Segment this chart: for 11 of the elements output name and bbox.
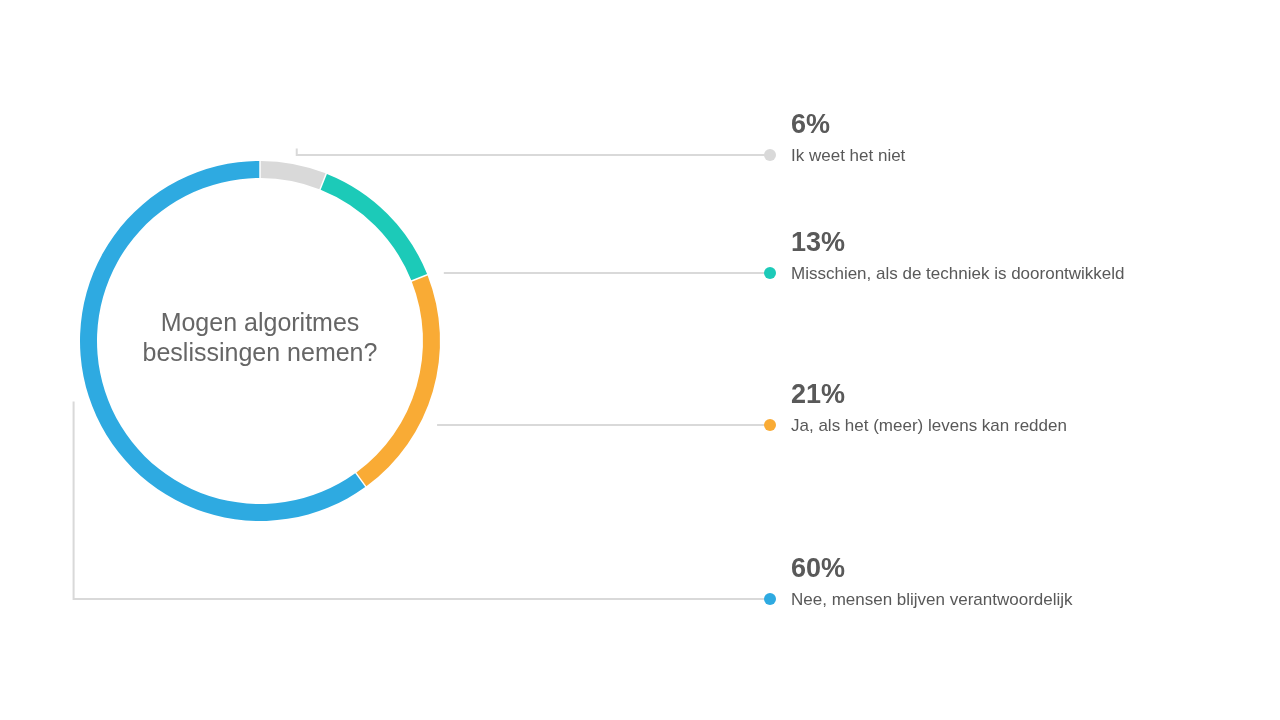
data-label: 13% (791, 227, 846, 257)
data-label: 6% (791, 109, 831, 139)
text: Mogen algoritmes beslissingen nemen? (142, 307, 378, 366)
legend-label: Ik weet het niet (791, 146, 906, 165)
donut-slice (260, 161, 326, 190)
legend-label: Misschien, als de techniek is doorontwikkeld (791, 264, 1125, 283)
data-label: 60% (791, 553, 846, 583)
legend-label: Nee, mensen blijven verantwoordelijk (791, 590, 1074, 609)
donut-slice (320, 173, 428, 281)
data-label: 21% (791, 379, 846, 409)
legend-label: Ja, als het (meer) levens kan redden (791, 416, 1067, 435)
